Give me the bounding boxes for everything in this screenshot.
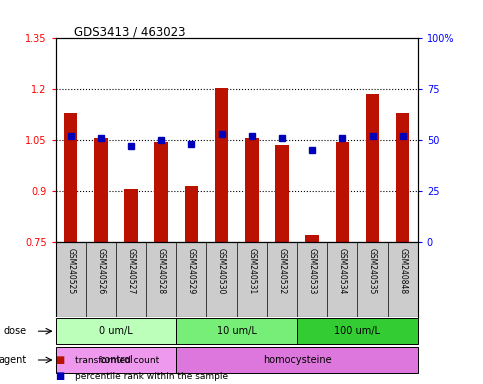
Text: GSM240535: GSM240535 bbox=[368, 248, 377, 294]
Text: 10 um/L: 10 um/L bbox=[217, 326, 256, 336]
FancyBboxPatch shape bbox=[297, 318, 418, 344]
Text: GSM240527: GSM240527 bbox=[127, 248, 136, 294]
Text: percentile rank within the sample: percentile rank within the sample bbox=[75, 372, 228, 381]
Text: GSM240532: GSM240532 bbox=[277, 248, 286, 294]
Text: GSM240534: GSM240534 bbox=[338, 248, 347, 294]
Bar bbox=[185, 186, 198, 242]
Bar bbox=[305, 235, 319, 242]
FancyBboxPatch shape bbox=[56, 347, 176, 373]
Text: agent: agent bbox=[0, 355, 27, 365]
Bar bbox=[124, 189, 138, 242]
Text: ■: ■ bbox=[56, 355, 65, 365]
Text: transformed count: transformed count bbox=[75, 356, 159, 365]
Text: GSM240531: GSM240531 bbox=[247, 248, 256, 294]
Bar bbox=[336, 142, 349, 242]
Bar bbox=[94, 139, 108, 242]
Bar bbox=[215, 88, 228, 242]
Text: GSM240525: GSM240525 bbox=[66, 248, 75, 294]
Text: 100 um/L: 100 um/L bbox=[334, 326, 381, 336]
Text: GSM240529: GSM240529 bbox=[187, 248, 196, 294]
Text: homocysteine: homocysteine bbox=[263, 355, 331, 365]
Text: 0 um/L: 0 um/L bbox=[99, 326, 133, 336]
FancyBboxPatch shape bbox=[56, 318, 176, 344]
Text: ■: ■ bbox=[56, 371, 65, 381]
Bar bbox=[396, 113, 410, 242]
Bar bbox=[275, 145, 289, 242]
Bar bbox=[155, 142, 168, 242]
Text: GSM240848: GSM240848 bbox=[398, 248, 407, 294]
Text: GSM240526: GSM240526 bbox=[96, 248, 105, 294]
Text: GSM240528: GSM240528 bbox=[156, 248, 166, 294]
Text: GSM240530: GSM240530 bbox=[217, 248, 226, 294]
Text: dose: dose bbox=[3, 326, 27, 336]
FancyBboxPatch shape bbox=[176, 318, 297, 344]
Bar bbox=[366, 94, 379, 242]
FancyBboxPatch shape bbox=[176, 347, 418, 373]
Bar bbox=[64, 113, 77, 242]
Bar bbox=[245, 139, 258, 242]
Text: GSM240533: GSM240533 bbox=[308, 248, 317, 294]
Text: control: control bbox=[99, 355, 133, 365]
Text: GDS3413 / 463023: GDS3413 / 463023 bbox=[73, 25, 185, 38]
